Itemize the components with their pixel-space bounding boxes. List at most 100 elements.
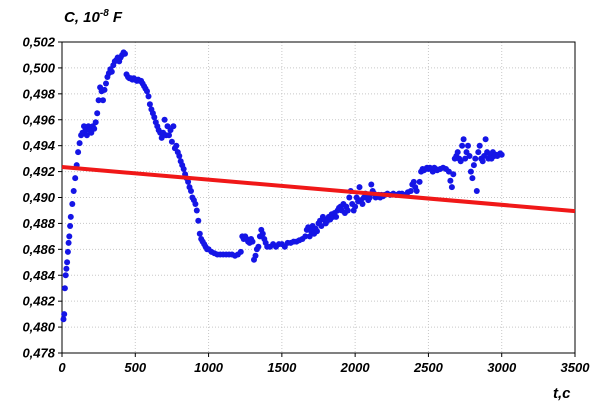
data-point (252, 252, 259, 259)
data-point (166, 132, 172, 139)
y-tick-label: 0,498 (22, 86, 55, 101)
y-axis-ticks: 0,478 0,480 0,482 0,484 0,486 0,488 0,490 0,492… (22, 35, 62, 361)
y-axis-title-unit: F (109, 9, 123, 26)
data-point (445, 168, 452, 175)
y-tick-label: 0,494 (22, 138, 55, 153)
data-point (64, 259, 71, 266)
data-point (64, 248, 71, 255)
data-point (476, 142, 483, 149)
data-point (467, 168, 474, 175)
data-point (65, 239, 72, 246)
data-point (170, 123, 177, 130)
x-tick-label: 1000 (194, 360, 224, 375)
data-point (459, 142, 466, 149)
data-point (173, 142, 180, 149)
data-point (95, 97, 102, 104)
data-point (366, 194, 373, 201)
data-point (144, 88, 150, 95)
data-point (91, 125, 98, 132)
data-point (448, 184, 455, 191)
data-point (413, 188, 420, 194)
x-tick-label: 1500 (267, 360, 297, 375)
data-point (60, 316, 67, 323)
data-point (67, 213, 74, 220)
data-point (69, 201, 76, 207)
data-point (416, 178, 423, 185)
data-point (473, 188, 480, 194)
data-point (255, 243, 262, 250)
data-point (75, 149, 82, 156)
y-tick-label: 0,502 (22, 35, 55, 50)
data-point (63, 265, 70, 272)
data-point (352, 203, 359, 210)
data-point (466, 153, 473, 159)
data-point (465, 142, 471, 149)
y-axis-title-text: C, 10 (64, 9, 101, 26)
data-point (470, 162, 477, 169)
data-point (259, 230, 266, 237)
plot-area (61, 41, 576, 354)
data-point (472, 155, 479, 162)
data-point (151, 114, 158, 121)
data-point (188, 188, 194, 194)
data-point (196, 230, 203, 237)
data-point (333, 213, 340, 220)
y-tick-label: 0,482 (22, 294, 55, 309)
data-point (61, 285, 68, 292)
data-point (146, 101, 153, 108)
data-point (469, 175, 476, 182)
data-point (249, 238, 256, 245)
y-axis-title: C, 10-8 F (64, 8, 123, 26)
data-point (195, 217, 202, 224)
y-tick-label: 0,500 (22, 60, 55, 75)
data-point (100, 97, 106, 104)
data-point (92, 119, 99, 126)
data-point (447, 177, 454, 184)
data-point (158, 134, 165, 141)
data-point (318, 223, 325, 229)
data-point (145, 93, 152, 100)
data-point (482, 136, 489, 143)
data-point (185, 178, 192, 185)
y-tick-label: 0,478 (22, 346, 55, 361)
data-point (103, 80, 109, 87)
trend-line-segment (61, 165, 576, 214)
y-tick-label: 0,486 (22, 242, 55, 257)
data-point (61, 311, 68, 318)
data-point (359, 201, 366, 207)
x-tick-label: 2000 (340, 360, 371, 375)
x-tick-label: 3000 (487, 360, 517, 375)
data-point (70, 188, 77, 194)
data-point (192, 201, 199, 207)
data-point (314, 228, 320, 235)
data-point (454, 149, 461, 156)
y-tick-label: 0,480 (22, 320, 55, 335)
data-point (479, 158, 486, 165)
data-point (72, 175, 79, 182)
data-point (457, 158, 464, 165)
data-point (498, 151, 505, 158)
data-point (346, 194, 353, 201)
y-tick-label: 0,484 (22, 268, 55, 283)
data-point (462, 155, 469, 162)
data-point (168, 138, 175, 145)
grid (62, 42, 575, 353)
y-tick-label: 0,488 (22, 216, 55, 231)
trend-line (61, 165, 576, 214)
data-point (368, 181, 375, 188)
data-point (410, 178, 417, 185)
data-point (101, 86, 108, 93)
data-point (475, 149, 482, 156)
data-point (161, 116, 168, 123)
data-point (76, 140, 83, 147)
data-point (94, 110, 101, 117)
y-tick-label: 0,492 (22, 164, 55, 179)
data-point (67, 223, 74, 229)
y-axis-title-exponent: -8 (100, 8, 109, 19)
data-point (450, 171, 457, 178)
data-point (83, 132, 90, 139)
data-point (356, 184, 363, 191)
data-points (60, 49, 505, 323)
data-point (193, 207, 200, 214)
